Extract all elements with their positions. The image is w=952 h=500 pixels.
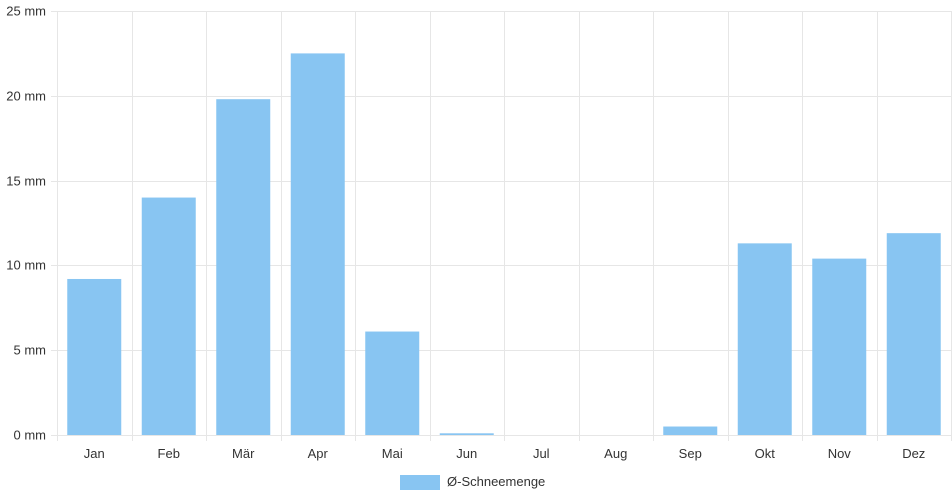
bar-series bbox=[67, 53, 941, 436]
x-axis-labels: Jan Feb Mär Apr Mai Jun Jul Aug Sep Okt Nov Dez bbox=[84, 446, 926, 461]
x-tick-label: Jan bbox=[84, 446, 105, 461]
x-tick-label: Dez bbox=[902, 446, 925, 461]
y-tick-label: 0 mm bbox=[14, 428, 47, 443]
bar-nov[interactable] bbox=[812, 258, 867, 435]
bar-mär[interactable] bbox=[216, 99, 271, 435]
x-tick-label: Nov bbox=[828, 446, 852, 461]
bar-mai[interactable] bbox=[365, 331, 420, 435]
x-tick-label: Jul bbox=[533, 446, 550, 461]
legend[interactable]: Ø-Schneemenge bbox=[400, 474, 545, 490]
y-tick-label: 10 mm bbox=[6, 258, 46, 273]
x-tick-label: Sep bbox=[679, 446, 702, 461]
y-axis-labels: 0 mm 5 mm 10 mm 15 mm 20 mm 25 mm bbox=[6, 4, 46, 443]
y-tick-label: 20 mm bbox=[6, 89, 46, 104]
bar-apr[interactable] bbox=[290, 53, 345, 436]
bar-jun[interactable] bbox=[439, 433, 494, 435]
bar-jan[interactable] bbox=[67, 278, 122, 435]
bar-okt[interactable] bbox=[737, 243, 792, 435]
x-tick-label: Jun bbox=[456, 446, 477, 461]
y-tick-label: 15 mm bbox=[6, 174, 46, 189]
bar-dez[interactable] bbox=[886, 233, 941, 435]
bar-feb[interactable] bbox=[141, 197, 196, 435]
x-tick-label: Aug bbox=[604, 446, 627, 461]
bar-sep[interactable] bbox=[663, 426, 718, 435]
legend-label[interactable]: Ø-Schneemenge bbox=[447, 474, 545, 489]
x-tick-label: Mär bbox=[232, 446, 255, 461]
x-tick-label: Mai bbox=[382, 446, 403, 461]
legend-swatch[interactable] bbox=[400, 475, 440, 490]
x-tick-label: Feb bbox=[158, 446, 180, 461]
y-tick-label: 5 mm bbox=[14, 343, 47, 358]
x-tick-label: Apr bbox=[308, 446, 329, 461]
y-tick-label: 25 mm bbox=[6, 4, 46, 19]
x-tick-label: Okt bbox=[755, 446, 776, 461]
